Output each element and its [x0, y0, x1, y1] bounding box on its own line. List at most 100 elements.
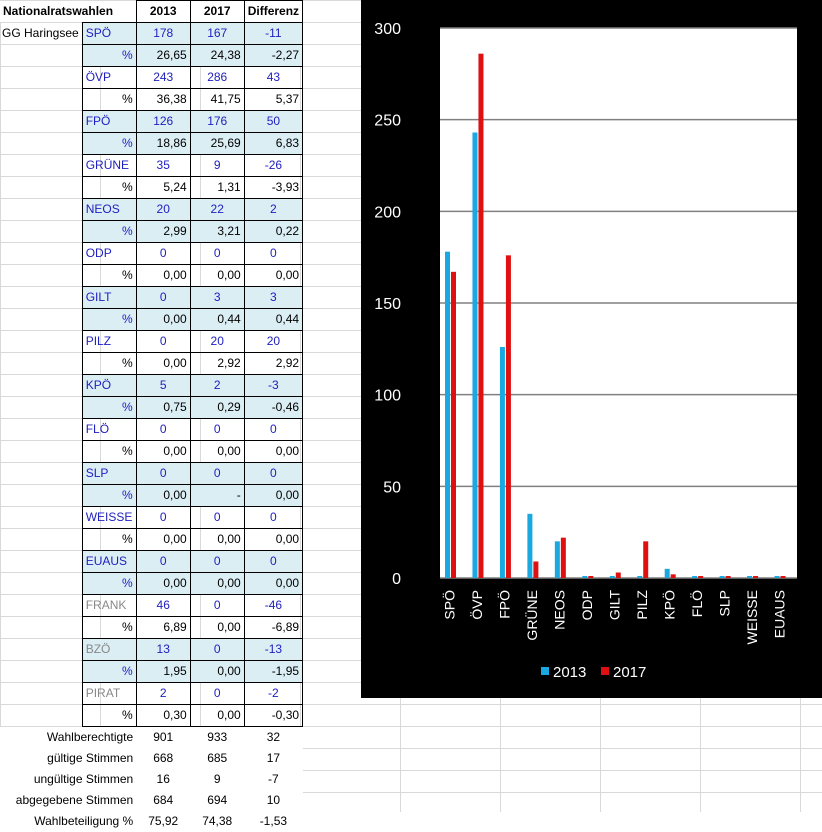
percent-2017[interactable]: 0,00 [189, 572, 245, 595]
percent-2013[interactable]: 0,00 [135, 440, 191, 463]
percent-2013[interactable]: 36,38 [135, 88, 191, 111]
empty-cell[interactable] [0, 89, 82, 111]
empty-cell[interactable] [0, 177, 82, 199]
percent-label[interactable]: % [81, 176, 137, 199]
percent-2013[interactable]: 1,95 [135, 660, 191, 683]
location-cell[interactable] [0, 155, 82, 177]
votes-2013[interactable]: 0 [135, 242, 191, 265]
votes-2013[interactable]: 0 [135, 550, 191, 573]
empty-cell[interactable] [0, 573, 82, 595]
party-name[interactable]: ÖVP [81, 66, 137, 89]
empty-cell[interactable] [0, 133, 82, 155]
percent-2017[interactable]: 0,00 [189, 528, 245, 551]
votes-diff[interactable]: 3 [243, 286, 304, 309]
percent-diff[interactable]: -0,46 [243, 396, 304, 419]
empty-cell[interactable] [0, 617, 82, 639]
party-name[interactable]: KPÖ [81, 374, 137, 397]
percent-diff[interactable]: -6,89 [243, 616, 304, 639]
empty-cell[interactable] [0, 353, 82, 375]
percent-diff[interactable]: 0,00 [243, 440, 304, 463]
percent-2013[interactable]: 0,75 [135, 396, 191, 419]
percent-label[interactable]: % [81, 308, 137, 331]
votes-2017[interactable]: 3 [189, 286, 245, 309]
percent-2013[interactable]: 26,65 [135, 44, 191, 67]
percent-2017[interactable]: 0,00 [189, 264, 245, 287]
votes-2013[interactable]: 46 [135, 594, 191, 617]
percent-diff[interactable]: -3,93 [243, 176, 304, 199]
summary-diff[interactable]: 17 [244, 748, 303, 769]
percent-diff[interactable]: -2,27 [243, 44, 304, 67]
party-name[interactable]: SPÖ [81, 22, 137, 45]
votes-diff[interactable]: -26 [243, 154, 304, 177]
percent-diff[interactable]: -1,95 [243, 660, 304, 683]
percent-label[interactable]: % [81, 440, 137, 463]
votes-2017[interactable]: 0 [189, 462, 245, 485]
summary-2017[interactable]: 933 [190, 726, 245, 748]
percent-diff[interactable]: 6,83 [243, 132, 304, 155]
votes-diff[interactable]: 20 [243, 330, 304, 353]
votes-2017[interactable]: 0 [189, 242, 245, 265]
summary-label[interactable]: ungültige Stimmen [0, 769, 137, 790]
percent-2013[interactable]: 0,00 [135, 484, 191, 507]
votes-2013[interactable]: 178 [135, 22, 191, 45]
percent-diff[interactable]: 0,22 [243, 220, 304, 243]
votes-2017[interactable]: 0 [189, 550, 245, 573]
col-header-2017[interactable]: 2017 [189, 0, 245, 23]
party-name[interactable]: ODP [81, 242, 137, 265]
location-cell[interactable] [0, 111, 82, 133]
empty-cell[interactable] [0, 397, 82, 419]
votes-diff[interactable]: -11 [243, 22, 304, 45]
votes-2013[interactable]: 0 [135, 330, 191, 353]
location-cell[interactable] [0, 683, 82, 705]
votes-2013[interactable]: 2 [135, 682, 191, 705]
location-cell[interactable] [0, 243, 82, 265]
col-header-diff[interactable]: Differenz [243, 0, 304, 23]
percent-label[interactable]: % [81, 220, 137, 243]
votes-2013[interactable]: 35 [135, 154, 191, 177]
location-cell[interactable]: GG Haringsee [2, 26, 79, 40]
votes-diff[interactable]: -46 [243, 594, 304, 617]
votes-diff[interactable]: 0 [243, 242, 304, 265]
votes-2017[interactable]: 0 [189, 682, 245, 705]
party-name[interactable]: PILZ [81, 330, 137, 353]
percent-2017[interactable]: 0,00 [189, 660, 245, 683]
percent-2013[interactable]: 0,30 [135, 704, 191, 727]
percent-2017[interactable]: 0,00 [189, 616, 245, 639]
summary-label[interactable]: Wahlberechtigte [0, 726, 137, 748]
votes-2013[interactable]: 0 [135, 506, 191, 529]
party-name[interactable]: FRANK [81, 594, 137, 617]
party-name[interactable]: WEISSE [81, 506, 137, 529]
location-cell[interactable] [0, 507, 82, 529]
votes-diff[interactable]: -3 [243, 374, 304, 397]
location-cell[interactable] [0, 67, 82, 89]
votes-2017[interactable]: 2 [189, 374, 245, 397]
location-cell[interactable] [0, 331, 82, 353]
summary-diff[interactable]: 32 [244, 726, 303, 748]
votes-2017[interactable]: 176 [189, 110, 245, 133]
percent-2013[interactable]: 0,00 [135, 572, 191, 595]
party-name[interactable]: FLÖ [81, 418, 137, 441]
percent-2017[interactable]: 0,00 [189, 440, 245, 463]
votes-2013[interactable]: 0 [135, 418, 191, 441]
empty-cell[interactable] [0, 529, 82, 551]
party-name[interactable]: GRÜNE [81, 154, 137, 177]
percent-label[interactable]: % [81, 352, 137, 375]
summary-label[interactable]: abgegebene Stimmen [0, 790, 137, 811]
percent-label[interactable]: % [81, 660, 137, 683]
empty-cell[interactable] [0, 221, 82, 243]
percent-2013[interactable]: 0,00 [135, 528, 191, 551]
percent-label[interactable]: % [81, 528, 137, 551]
location-cell[interactable] [0, 287, 82, 309]
votes-2017[interactable]: 0 [189, 594, 245, 617]
percent-label[interactable]: % [81, 396, 137, 419]
percent-2017[interactable]: 0,44 [189, 308, 245, 331]
percent-2017[interactable]: 2,92 [189, 352, 245, 375]
summary-2013[interactable]: 75,92 [136, 811, 191, 832]
percent-2017[interactable]: 1,31 [189, 176, 245, 199]
empty-cell[interactable] [0, 265, 82, 287]
votes-2017[interactable]: 22 [189, 198, 245, 221]
percent-label[interactable]: % [81, 484, 137, 507]
empty-cell[interactable] [0, 661, 82, 683]
summary-2013[interactable]: 901 [136, 726, 191, 748]
percent-diff[interactable]: 0,00 [243, 528, 304, 551]
